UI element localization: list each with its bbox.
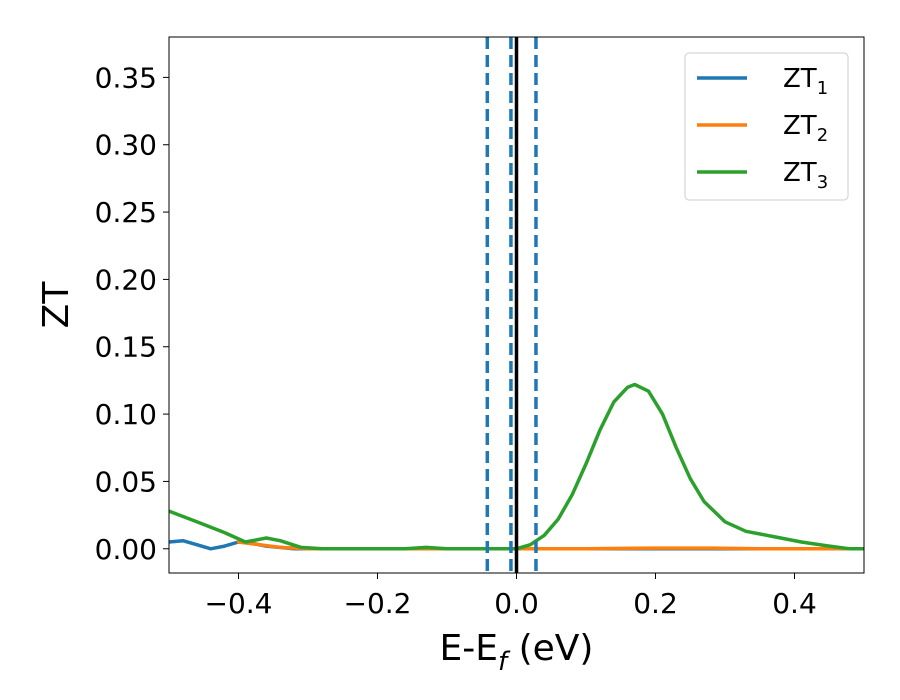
y-tick-label: 0.35: [95, 61, 157, 94]
x-tick-label: −0.2: [344, 587, 412, 620]
x-tick-label: 0.2: [633, 587, 678, 620]
y-axis-label: ZT: [36, 281, 77, 329]
y-tick-label: 0.10: [95, 398, 157, 431]
y-axis-ticks: 0.00 0.05 0.10 0.15 0.20 0.25 0.30 0.35: [95, 61, 169, 566]
x-axis-label: E-Ef (eV): [440, 628, 594, 677]
x-tick-label: 0.0: [494, 587, 539, 620]
legend-label: ZT3: [783, 158, 828, 193]
x-tick-label: −0.4: [205, 587, 273, 620]
y-tick-label: 0.00: [95, 533, 157, 566]
reference-lines: [485, 37, 538, 573]
series-layer: [169, 382, 864, 551]
y-tick-label: 0.15: [95, 331, 157, 364]
y-tick-label: 0.25: [95, 196, 157, 229]
series-line-zt2: [236, 540, 864, 551]
x-tick-label: 0.4: [772, 587, 817, 620]
x-axis-ticks: −0.4 −0.2 0.0 0.2 0.4: [205, 573, 817, 620]
legend-label: ZT1: [783, 64, 828, 99]
series-line-zt3: [169, 382, 864, 551]
y-tick-label: 0.05: [95, 465, 157, 498]
y-tick-label: 0.30: [95, 129, 157, 162]
legend: ZT1 ZT2 ZT3: [684, 52, 849, 201]
legend-label: ZT2: [783, 111, 828, 146]
legend-item-zt3: ZT3: [697, 158, 828, 193]
legend-item-zt1: ZT1: [697, 64, 828, 99]
legend-item-zt2: ZT2: [697, 111, 828, 146]
legend-box: [684, 52, 849, 201]
y-tick-label: 0.20: [95, 263, 157, 296]
